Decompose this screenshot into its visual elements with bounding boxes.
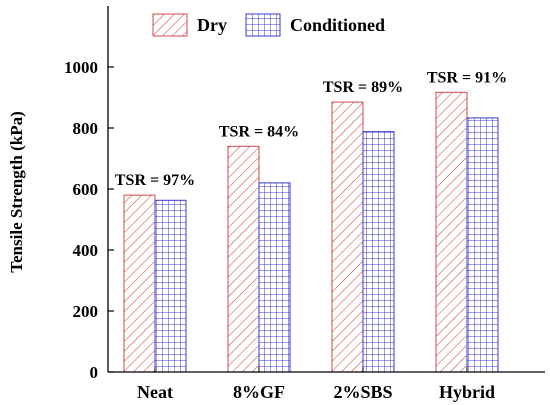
legend-label-dry: Dry xyxy=(197,15,227,35)
category-label: 8%GF xyxy=(233,382,285,402)
bar-dry-0 xyxy=(123,194,156,373)
tsr-annotation: TSR = 84% xyxy=(219,123,299,140)
bar-conditioned-0 xyxy=(154,199,187,373)
bar-dry-1 xyxy=(227,145,260,373)
y-tick-label: 0 xyxy=(90,363,99,382)
bar-conditioned-1 xyxy=(258,182,291,373)
bar-conditioned-2 xyxy=(362,131,395,373)
y-tick-label: 1000 xyxy=(64,58,98,77)
category-label: Neat xyxy=(137,382,173,402)
legend-swatch-conditioned xyxy=(245,13,281,37)
bars xyxy=(123,91,499,373)
legend-swatch-dry xyxy=(152,13,188,37)
tsr-annotation: TSR = 91% xyxy=(427,69,507,86)
category-label: Hybrid xyxy=(439,382,495,402)
y-tick-label: 600 xyxy=(73,180,99,199)
y-axis-label: Tensile Strength (kPa) xyxy=(7,111,26,273)
bar-conditioned-3 xyxy=(466,117,499,373)
y-axis-ticks: 0 200 400 600 800 1000 xyxy=(64,58,114,382)
y-tick-label: 400 xyxy=(73,241,99,260)
tsr-annotation: TSR = 97% xyxy=(115,172,195,189)
category-labels: Neat 8%GF 2%SBS Hybrid xyxy=(137,367,495,402)
y-tick-label: 200 xyxy=(73,302,99,321)
category-label: 2%SBS xyxy=(333,382,392,402)
bar-dry-2 xyxy=(331,101,364,373)
y-tick-label: 800 xyxy=(73,119,99,138)
bar-dry-3 xyxy=(435,91,468,373)
legend-label-conditioned: Conditioned xyxy=(290,15,385,35)
tsr-annotations: TSR = 97% TSR = 84% TSR = 89% TSR = 91% xyxy=(115,69,507,189)
legend: Dry Conditioned xyxy=(152,13,385,37)
tsr-annotation: TSR = 89% xyxy=(323,79,403,96)
